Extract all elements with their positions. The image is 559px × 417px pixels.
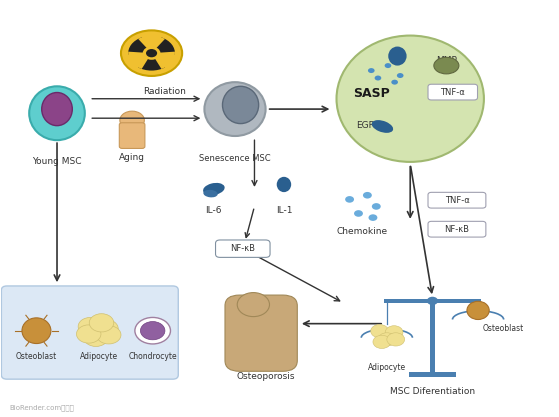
Ellipse shape — [372, 120, 393, 133]
Bar — [383, 299, 481, 302]
Circle shape — [120, 111, 144, 129]
Ellipse shape — [29, 86, 85, 140]
Circle shape — [391, 80, 398, 85]
Text: IL-6: IL-6 — [206, 206, 222, 215]
Ellipse shape — [203, 190, 217, 197]
Text: Senescence MSC: Senescence MSC — [199, 154, 271, 163]
Text: MSC Diferentiation: MSC Diferentiation — [390, 387, 475, 397]
Text: Chondrocyte: Chondrocyte — [129, 352, 177, 361]
Text: SASP: SASP — [353, 87, 390, 100]
Ellipse shape — [22, 318, 51, 344]
Text: TNF-α: TNF-α — [440, 88, 465, 97]
Bar — [430, 302, 435, 375]
Circle shape — [368, 68, 375, 73]
Circle shape — [146, 49, 157, 57]
Circle shape — [143, 47, 160, 60]
FancyBboxPatch shape — [216, 240, 270, 257]
Text: Osteoporosis: Osteoporosis — [236, 372, 295, 381]
Circle shape — [368, 214, 377, 221]
Text: Osteoblast: Osteoblast — [482, 324, 524, 333]
Circle shape — [89, 314, 113, 332]
Text: EGF: EGF — [356, 121, 373, 130]
Ellipse shape — [467, 301, 489, 319]
Circle shape — [385, 63, 391, 68]
Wedge shape — [128, 38, 151, 55]
Circle shape — [385, 326, 403, 339]
Circle shape — [373, 335, 391, 349]
FancyBboxPatch shape — [428, 84, 477, 100]
Circle shape — [121, 30, 182, 76]
Text: NF-κB: NF-κB — [230, 244, 255, 253]
Circle shape — [397, 73, 404, 78]
Circle shape — [363, 192, 372, 198]
Text: TNF-α: TNF-α — [444, 196, 470, 205]
Circle shape — [94, 319, 118, 338]
Ellipse shape — [222, 86, 259, 123]
Text: Young MSC: Young MSC — [32, 157, 82, 166]
Ellipse shape — [237, 293, 269, 317]
Text: MMP: MMP — [436, 56, 457, 65]
Text: Adipocyte: Adipocyte — [368, 363, 406, 372]
Ellipse shape — [203, 183, 225, 195]
Circle shape — [427, 297, 438, 305]
Text: Radiation: Radiation — [143, 87, 186, 96]
Circle shape — [354, 210, 363, 217]
Text: Aging: Aging — [119, 153, 145, 162]
FancyBboxPatch shape — [225, 295, 297, 371]
Ellipse shape — [277, 177, 291, 192]
FancyBboxPatch shape — [428, 221, 486, 237]
Circle shape — [371, 324, 389, 338]
Ellipse shape — [337, 35, 484, 162]
Circle shape — [84, 328, 108, 347]
Circle shape — [135, 317, 170, 344]
Wedge shape — [151, 38, 175, 55]
Text: IL-1: IL-1 — [276, 206, 292, 215]
Bar — [409, 372, 456, 377]
Ellipse shape — [389, 47, 406, 65]
Circle shape — [372, 203, 381, 210]
Circle shape — [375, 75, 381, 80]
Wedge shape — [128, 52, 151, 69]
Circle shape — [387, 333, 405, 346]
Circle shape — [378, 333, 396, 346]
Text: NF-κB: NF-κB — [444, 225, 470, 234]
Circle shape — [140, 322, 165, 340]
FancyBboxPatch shape — [428, 192, 486, 208]
Wedge shape — [138, 53, 165, 70]
Circle shape — [345, 196, 354, 203]
Text: BioRender.com生成。: BioRender.com生成。 — [10, 404, 74, 411]
Ellipse shape — [205, 82, 266, 136]
FancyBboxPatch shape — [1, 286, 178, 379]
Circle shape — [78, 317, 103, 336]
Circle shape — [77, 325, 101, 343]
Ellipse shape — [434, 57, 459, 74]
Text: Osteoblast: Osteoblast — [16, 352, 57, 361]
Ellipse shape — [42, 93, 72, 126]
Text: Adipocyte: Adipocyte — [80, 352, 118, 361]
Text: Chemokine: Chemokine — [337, 227, 387, 236]
Circle shape — [97, 326, 121, 344]
Wedge shape — [151, 52, 175, 69]
Wedge shape — [138, 36, 165, 53]
FancyBboxPatch shape — [119, 123, 145, 148]
